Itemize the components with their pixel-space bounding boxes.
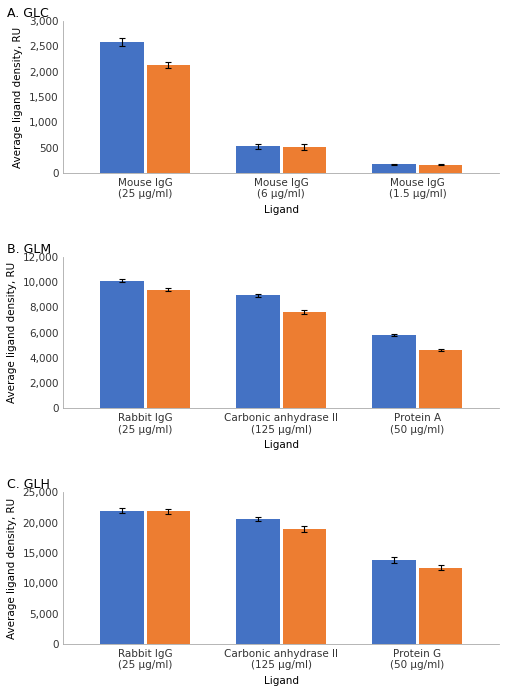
Bar	[372, 560, 415, 644]
Text: C. GLH: C. GLH	[7, 478, 49, 491]
X-axis label: Ligand: Ligand	[263, 441, 298, 450]
Text: A. GLC: A. GLC	[7, 7, 48, 20]
Bar	[100, 42, 143, 173]
Bar	[236, 295, 279, 408]
Bar	[282, 312, 326, 408]
Bar	[146, 511, 190, 644]
Bar	[236, 146, 279, 173]
X-axis label: Ligand: Ligand	[263, 205, 298, 215]
Bar	[372, 164, 415, 173]
Bar	[100, 281, 143, 408]
Text: B. GLM: B. GLM	[7, 243, 51, 256]
X-axis label: Ligand: Ligand	[263, 676, 298, 686]
Bar	[100, 511, 143, 644]
Bar	[236, 519, 279, 644]
Bar	[146, 65, 190, 173]
Bar	[282, 147, 326, 173]
Bar	[146, 290, 190, 408]
Bar	[372, 335, 415, 408]
Bar	[282, 529, 326, 644]
Y-axis label: Average ligand density, RU: Average ligand density, RU	[7, 262, 17, 403]
Bar	[418, 350, 462, 408]
Y-axis label: Average ligand density, RU: Average ligand density, RU	[7, 498, 17, 639]
Bar	[418, 568, 462, 644]
Y-axis label: Average ligand density, RU: Average ligand density, RU	[14, 26, 23, 168]
Bar	[418, 165, 462, 173]
